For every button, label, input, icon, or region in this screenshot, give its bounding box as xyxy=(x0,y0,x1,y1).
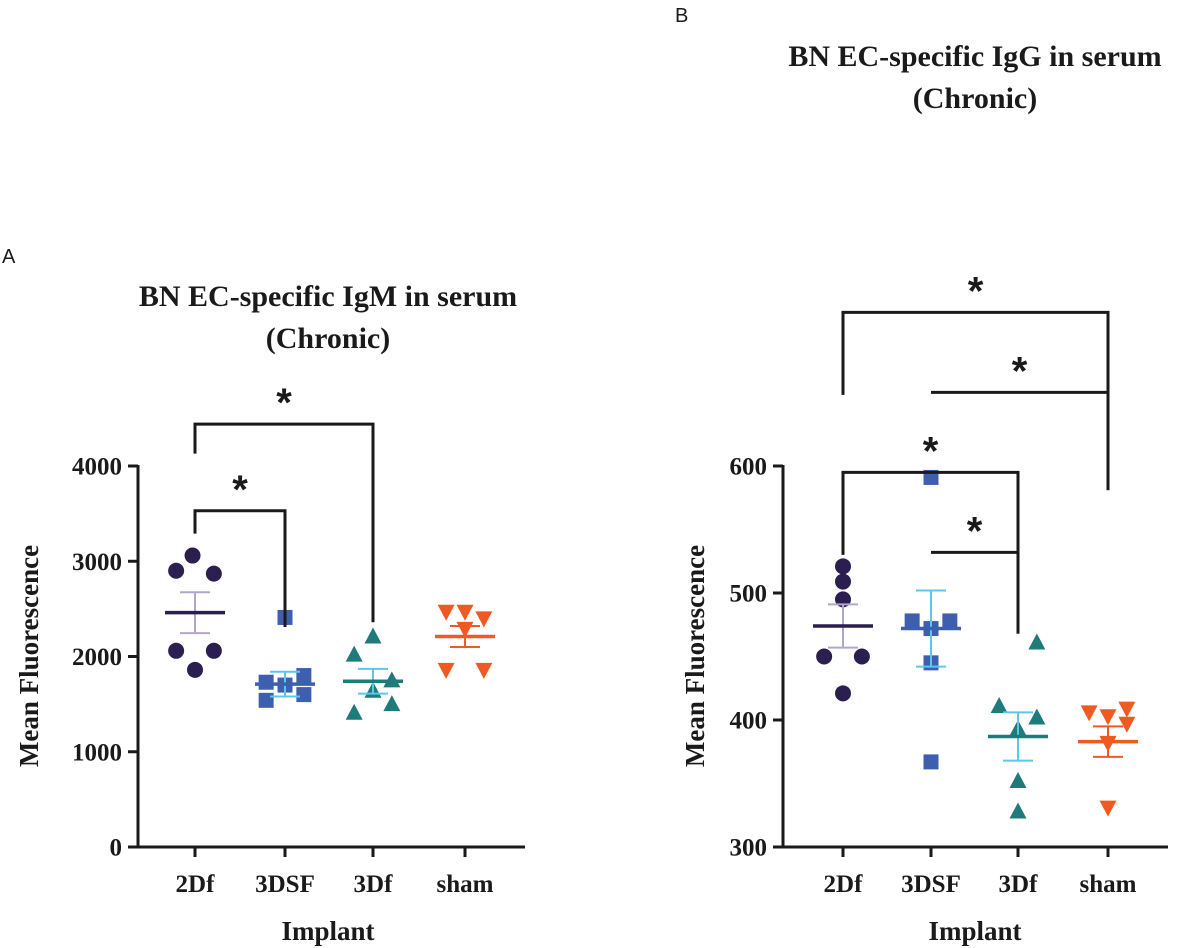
panel-b-point-3dsf xyxy=(904,613,920,629)
panel-b-x-tick-label: 3DSF xyxy=(901,871,961,898)
panel-b-point-2df xyxy=(835,558,851,575)
panel-b-y-axis-label: Mean Fluorescence xyxy=(680,545,710,767)
panel-b-point-2df xyxy=(835,573,851,590)
panel-a-point-3df xyxy=(345,645,363,662)
panel-a-point-sham xyxy=(475,662,493,679)
panel-b-significance-star: * xyxy=(1012,349,1028,393)
panel-a-significance-star: * xyxy=(276,381,292,425)
panel-a-point-sham xyxy=(437,662,455,679)
panel-b-point-3df xyxy=(1028,708,1046,725)
panel-a-y-tick-label: 2000 xyxy=(72,644,122,671)
panel-b-letter: B xyxy=(675,5,688,27)
panel-a-y-tick-label: 4000 xyxy=(72,454,122,481)
panel-b-significance-bracket xyxy=(841,310,1110,491)
panel-b-point-3df xyxy=(1009,771,1027,788)
panel-a-point-2df xyxy=(187,661,203,678)
panel-b-point-3dsf xyxy=(923,754,939,770)
panel-b-significance-star: * xyxy=(967,509,983,553)
panel-a-point-3df xyxy=(383,695,401,712)
panel-b-point-2df xyxy=(835,591,851,608)
panel-b-y-tick-label: 300 xyxy=(730,835,768,862)
panel-b-point-sham xyxy=(1080,705,1098,722)
panel-a-point-3dsf xyxy=(296,687,312,703)
panel-b-plot: 300 400 500 600 2Df 3DSF 3Df sham * * * * xyxy=(730,269,1168,898)
panel-a-point-2df xyxy=(168,562,185,579)
panel-a-significance-bracket xyxy=(193,422,375,623)
panel-a-point-3df xyxy=(383,671,401,688)
panel-b-title-line-1: BN EC-specific IgG in serum xyxy=(788,40,1161,73)
panel-b-point-3dsf xyxy=(942,613,958,629)
panel-a-point-2df xyxy=(205,565,222,582)
panel-b-y-tick-label: 400 xyxy=(730,708,768,735)
panel-b-point-sham xyxy=(1099,709,1117,726)
panel-a-point-2df xyxy=(184,547,201,564)
panel-a-x-tick-label: 3Df xyxy=(354,871,394,898)
panel-b-point-sham xyxy=(1118,716,1136,733)
panel-a-x-tick-label: 3DSF xyxy=(255,871,315,898)
panel-a-y-axis-label: Mean Fluorescence xyxy=(14,545,44,767)
panel-a-point-2df xyxy=(168,642,185,659)
panel-b-y-tick-label: 500 xyxy=(730,581,768,608)
panel-b-title-line-2: (Chronic) xyxy=(913,82,1037,115)
panel-a-y-tick-label: 0 xyxy=(110,835,123,862)
panel-b-point-2df xyxy=(835,685,851,702)
panel-a-x-tick-label: 2Df xyxy=(176,871,216,898)
panel-a-point-3dsf xyxy=(296,668,312,684)
panel-a-point-3df xyxy=(364,627,382,644)
panel-a-point-3df xyxy=(345,703,363,720)
panel-b-point-sham xyxy=(1099,800,1117,817)
panel-a-y-tick-label: 3000 xyxy=(72,549,122,576)
panel-b-x-tick-label: 2Df xyxy=(824,871,864,898)
panel-a-point-sham xyxy=(456,604,474,621)
panel-a-y-tick-label: 1000 xyxy=(72,739,122,766)
panel-b-significance-bracket xyxy=(841,470,1020,634)
panel-a-point-2df xyxy=(205,642,222,659)
panel-a-point-sham xyxy=(475,611,493,628)
panel-b-significance-star: * xyxy=(968,269,984,313)
panel-a-x-tick-label: sham xyxy=(437,871,494,898)
panel-a-title-line-1: BN EC-specific IgM in serum xyxy=(139,280,517,313)
panel-a-significance-star: * xyxy=(232,468,248,512)
panel-b-point-sham xyxy=(1118,701,1136,718)
panel-a-letter: A xyxy=(2,246,16,268)
panel-b-x-tick-label: 3Df xyxy=(999,871,1039,898)
panel-b-point-3df xyxy=(990,697,1008,714)
panel-b-significance-star: * xyxy=(923,429,939,473)
panel-a: A BN EC-specific IgM in serum (Chronic) … xyxy=(2,246,525,946)
panel-b-point-2df xyxy=(853,648,870,665)
panel-a-significance-bracket xyxy=(193,509,287,627)
panel-a-plot: 0 1000 2000 3000 4000 2Df 3DSF 3Df sham * * xyxy=(72,381,525,898)
panel-b-x-axis-label: Implant xyxy=(928,916,1021,946)
panel-b-y-tick-label: 600 xyxy=(730,454,768,481)
panel-b-point-3df xyxy=(1009,802,1027,819)
panel-a-point-3dsf xyxy=(258,674,274,690)
panel-a-point-sham xyxy=(437,604,455,621)
panel-a-x-axis-label: Implant xyxy=(281,916,374,946)
panel-a-point-3dsf xyxy=(258,692,274,708)
panel-b-x-tick-label: sham xyxy=(1080,871,1137,898)
panel-a-title-line-2: (Chronic) xyxy=(266,322,390,355)
panel-b: B BN EC-specific IgG in serum (Chronic) … xyxy=(675,5,1168,946)
panel-b-point-3df xyxy=(1028,633,1046,650)
panel-b-point-2df xyxy=(816,648,833,665)
